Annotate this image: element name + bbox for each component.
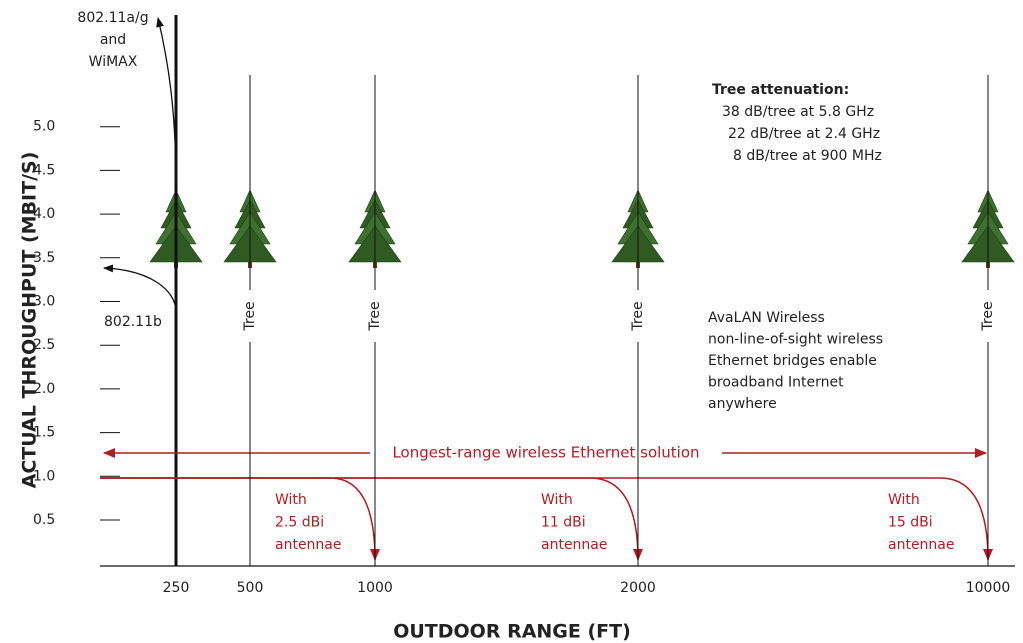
x-tick-label: 1000	[357, 580, 393, 596]
antenna-note: With	[541, 492, 573, 508]
y-tick-label: 3.5	[33, 250, 55, 266]
tree-label: Tree	[242, 301, 258, 331]
antenna-note: 15 dBi	[888, 515, 933, 531]
antenna-note: With	[888, 492, 920, 508]
antenna-note: 11 dBi	[541, 515, 586, 531]
attenuation-line: 22 dB/tree at 2.4 GHz	[728, 126, 880, 142]
antenna-note: With	[275, 492, 307, 508]
x-tick-label: 500	[237, 580, 264, 596]
y-tick-label: 2.0	[33, 381, 55, 397]
ag-label: 802.11a/g	[77, 10, 148, 26]
ag-label: and	[100, 32, 126, 48]
attenuation-line: 8 dB/tree at 900 MHz	[733, 148, 882, 164]
avalan-note: Ethernet bridges enable	[708, 353, 877, 369]
avalan-note: non-line-of-sight wireless	[708, 332, 883, 348]
x-tick-label: 10000	[966, 580, 1011, 596]
tree-label: Tree	[367, 301, 383, 331]
tree-label: Tree	[980, 301, 996, 331]
range-label: Longest-range wireless Ethernet solution	[392, 444, 699, 462]
y-tick-label: 3.0	[33, 294, 55, 310]
b-arrow	[104, 268, 176, 312]
tree-label: Tree	[630, 301, 646, 331]
x-tick-label: 250	[163, 580, 190, 596]
antenna-note: antennae	[275, 537, 342, 553]
y-tick-label: 1.0	[33, 468, 55, 484]
y-tick-label: 5.0	[33, 119, 55, 135]
x-axis-label: OUTDOOR RANGE (FT)	[393, 621, 631, 643]
y-tick-label: 2.5	[33, 337, 55, 353]
y-tick-label: 1.5	[33, 425, 55, 441]
antenna-note: 2.5 dBi	[275, 515, 324, 531]
ag-label: WiMAX	[89, 54, 138, 70]
y-tick-label: 0.5	[33, 512, 55, 528]
attenuation-line: 38 dB/tree at 5.8 GHz	[722, 104, 874, 120]
avalan-note: anywhere	[708, 396, 777, 412]
antenna-note: antennae	[541, 537, 608, 553]
y-tick-label: 4.0	[33, 206, 55, 222]
attenuation-title: Tree attenuation:	[712, 82, 849, 98]
ag-arrow	[158, 18, 176, 185]
antenna-note: antennae	[888, 537, 955, 553]
b-label: 802.11b	[104, 314, 162, 330]
x-tick-label: 2000	[620, 580, 656, 596]
chart: ACTUAL THROUGHPUT (MBIT/S) OUTDOOR RANGE…	[0, 0, 1023, 643]
avalan-note: AvaLAN Wireless	[708, 310, 825, 326]
avalan-note: broadband Internet	[708, 375, 844, 391]
y-tick-label: 4.5	[33, 162, 55, 178]
